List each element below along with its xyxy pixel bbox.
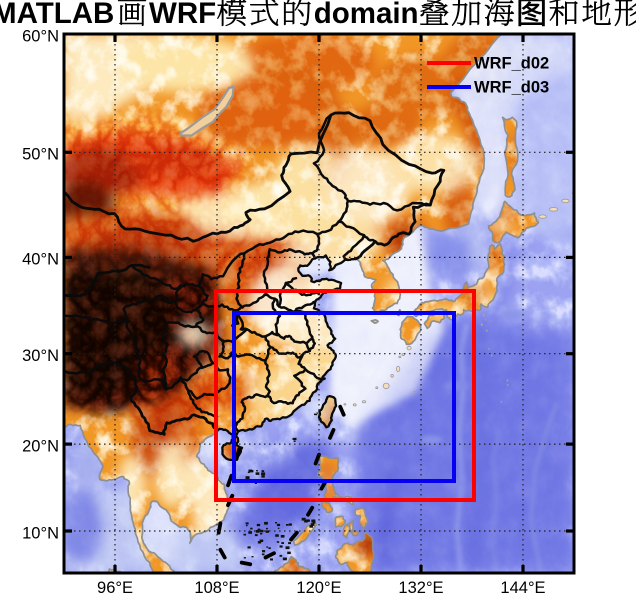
svg-text:20°N: 20°N bbox=[22, 437, 59, 455]
svg-text:96°E: 96°E bbox=[97, 579, 133, 597]
svg-text:120°E: 120°E bbox=[296, 579, 341, 597]
svg-text:10°N: 10°N bbox=[22, 524, 59, 542]
svg-text:WRF_d02: WRF_d02 bbox=[474, 55, 549, 73]
svg-text:132°E: 132°E bbox=[398, 579, 443, 597]
svg-text:MATLAB: MATLAB bbox=[0, 0, 114, 30]
svg-text:50°N: 50°N bbox=[22, 146, 59, 164]
svg-text:WRF_d03: WRF_d03 bbox=[474, 79, 549, 97]
svg-text:domain: domain bbox=[314, 0, 419, 30]
svg-text:WRF: WRF bbox=[149, 0, 216, 30]
svg-text:60°N: 60°N bbox=[22, 27, 59, 45]
svg-text:40°N: 40°N bbox=[22, 251, 59, 269]
svg-text:144°E: 144°E bbox=[500, 579, 545, 597]
svg-text:108°E: 108°E bbox=[194, 579, 239, 597]
svg-text:30°N: 30°N bbox=[22, 347, 59, 365]
